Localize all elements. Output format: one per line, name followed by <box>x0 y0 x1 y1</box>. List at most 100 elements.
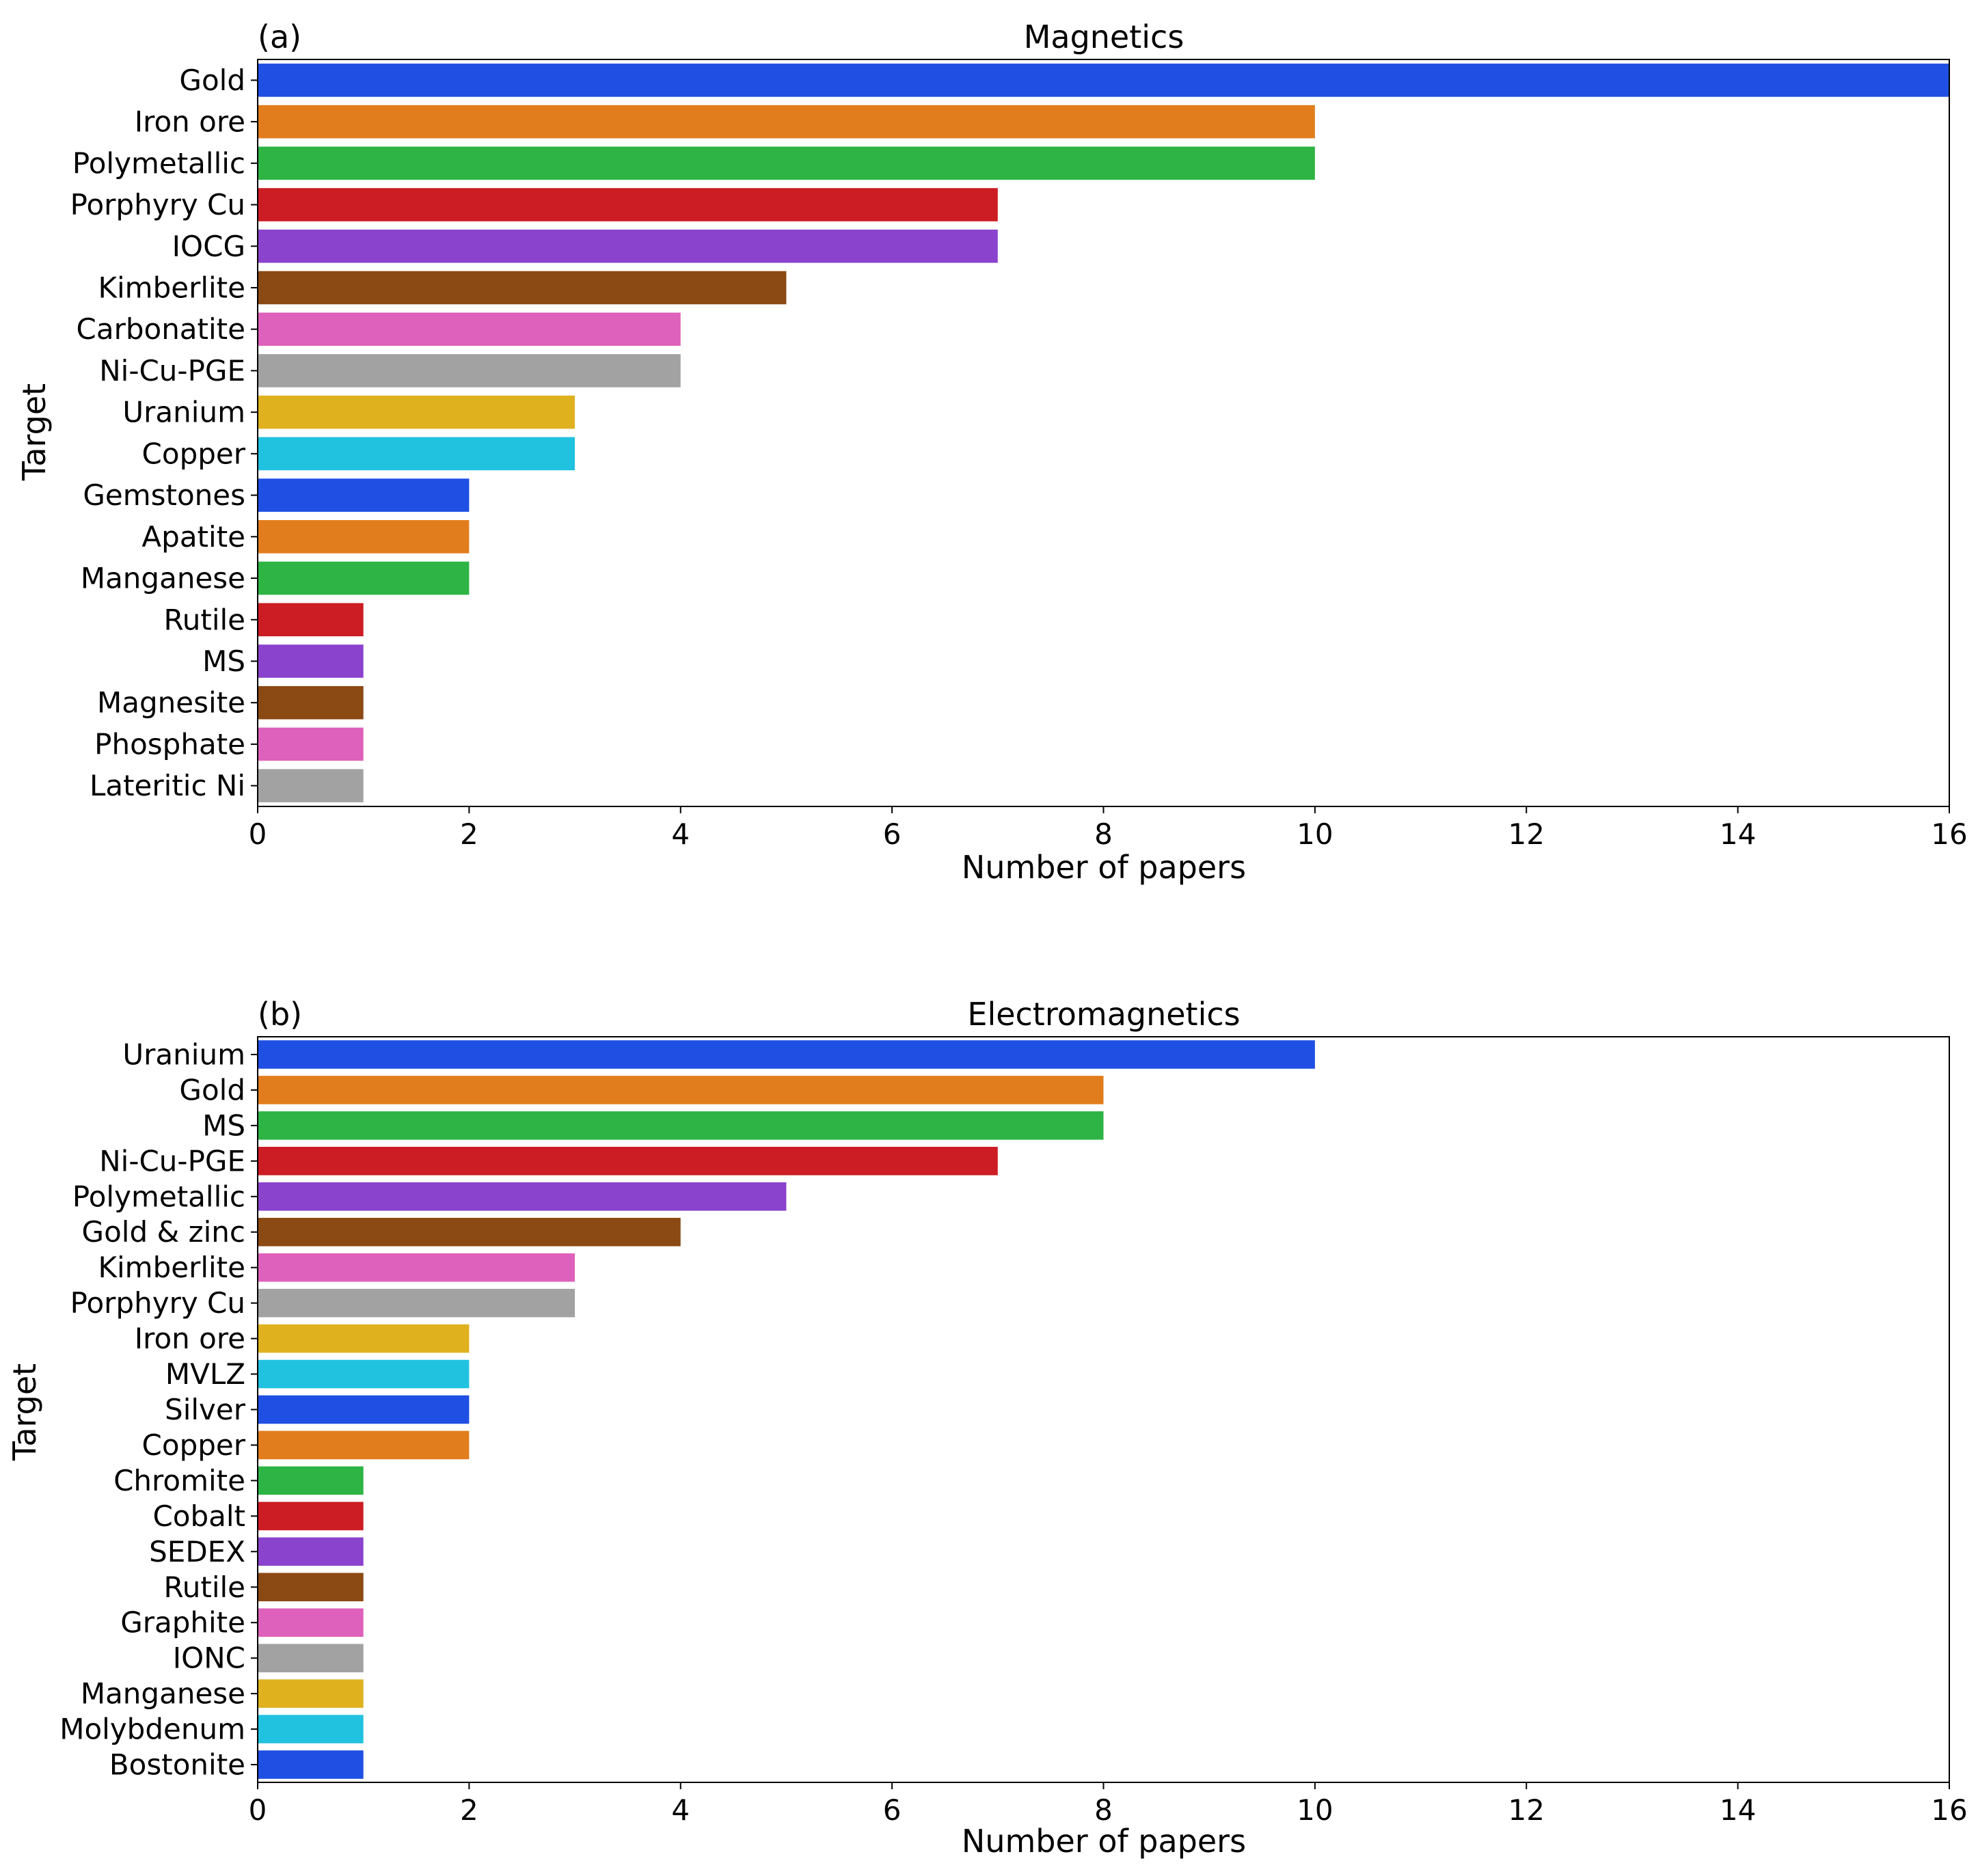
bar <box>258 312 681 346</box>
bar <box>258 603 364 637</box>
bar <box>258 644 364 678</box>
bar <box>258 64 1949 97</box>
panel-magnetics: (a) Magnetics Gold Iron ore Polymetallic Po… <box>16 18 1968 886</box>
y-tick-label: Polymetallic <box>72 146 245 180</box>
x-tick-label: 10 <box>1297 1793 1333 1827</box>
bar <box>258 271 787 305</box>
bar <box>258 1608 364 1637</box>
bar <box>258 727 364 761</box>
bar <box>258 1288 575 1318</box>
y-tick-label: Cobalt <box>152 1499 245 1533</box>
x-tick-label: 4 <box>671 817 690 851</box>
y-tick-label: Porphyry Cu <box>70 1286 245 1320</box>
y-tick-label: Chromite <box>113 1464 245 1497</box>
y-tick-label: IONC <box>173 1642 245 1675</box>
bar <box>258 1324 470 1353</box>
y-tick-label: Gemstones <box>83 478 245 512</box>
x-tick-label: 8 <box>1094 1793 1113 1827</box>
y-tick-label: SEDEX <box>149 1535 245 1568</box>
bar <box>258 146 1315 180</box>
bar <box>258 437 575 471</box>
bar <box>258 188 998 221</box>
y-tick-label: Lateritic Ni <box>90 769 245 802</box>
bar <box>258 229 998 263</box>
x-ticks: 0 2 4 6 8 10 12 14 16 <box>249 1782 1968 1827</box>
y-tick-label: Phosphate <box>94 727 245 761</box>
x-tick-label: 4 <box>671 1793 690 1827</box>
x-tick-label: 16 <box>1931 817 1967 851</box>
x-tick-label: 6 <box>883 817 902 851</box>
bar <box>258 354 681 388</box>
y-tick-label: Carbonatite <box>77 312 246 346</box>
y-tick-label: Bostonite <box>109 1748 245 1782</box>
y-axis-label: Target <box>6 1363 43 1461</box>
x-tick-label: 0 <box>249 817 267 851</box>
y-axis-label: Target <box>16 383 53 481</box>
x-tick-label: 0 <box>249 1793 267 1827</box>
y-tick-label: Polymetallic <box>72 1180 245 1213</box>
bar <box>258 561 470 595</box>
x-tick-label: 2 <box>460 1793 478 1827</box>
bar <box>258 1715 364 1743</box>
y-tick-label: Iron ore <box>135 1322 245 1355</box>
y-tick-label: IOCG <box>172 230 245 263</box>
bar <box>258 395 575 429</box>
bar <box>258 520 470 554</box>
x-axis-label: Number of papers <box>962 1823 1246 1860</box>
bar <box>258 1750 364 1779</box>
y-tick-label: Ni-Cu-PGE <box>99 1144 245 1178</box>
y-tick-label: Rutile <box>163 1571 245 1604</box>
bar <box>258 1466 364 1495</box>
x-tick-label: 2 <box>460 817 478 851</box>
chart-title: Magnetics <box>1024 18 1184 55</box>
bar <box>258 1644 364 1672</box>
bar <box>258 1430 470 1460</box>
y-tick-label: Manganese <box>81 1677 245 1711</box>
y-tick-label: MVLZ <box>165 1357 245 1391</box>
y-tick-label: Iron ore <box>135 105 245 139</box>
bar <box>258 478 470 512</box>
plot-frame <box>257 59 1950 807</box>
x-tick-label: 8 <box>1094 817 1113 851</box>
y-tick-label: Copper <box>142 437 246 470</box>
panel-label: (a) <box>258 18 301 55</box>
bar <box>258 1501 364 1531</box>
bar <box>258 1076 1104 1104</box>
bar <box>258 1679 364 1708</box>
y-tick-label: Magnesite <box>97 686 245 720</box>
x-tick-label: 12 <box>1508 817 1545 851</box>
y-tick-label: Gold & zinc <box>82 1215 245 1249</box>
x-axis-label: Number of papers <box>962 849 1246 886</box>
x-ticks: 0 2 4 6 8 10 12 14 16 <box>249 806 1968 851</box>
bar <box>258 1395 470 1424</box>
y-tick-label: Gold <box>179 1073 245 1106</box>
y-tick-label: Apatite <box>141 520 245 554</box>
y-tick-label: Graphite <box>120 1606 245 1640</box>
bar <box>258 1359 470 1389</box>
bar <box>258 1111 1104 1140</box>
y-tick-label: MS <box>202 1109 245 1142</box>
chart-title: Electromagnetics <box>967 996 1240 1033</box>
bar <box>258 1573 364 1602</box>
x-tick-label: 10 <box>1297 817 1333 851</box>
y-tick-label: Ni-Cu-PGE <box>99 354 245 388</box>
y-tick-label: Uranium <box>122 396 245 429</box>
bar <box>258 1040 1315 1069</box>
bar <box>258 1182 787 1211</box>
bar <box>258 685 364 720</box>
y-tick-label: Kimberlite <box>98 1251 245 1284</box>
plot-frame <box>257 1036 1950 1783</box>
y-tick-label: Gold <box>179 64 245 97</box>
x-tick-label: 14 <box>1720 817 1756 851</box>
bar <box>258 1217 681 1247</box>
y-tick-label: Molybdenum <box>59 1713 245 1746</box>
bar <box>258 1253 575 1282</box>
bar <box>258 105 1315 139</box>
x-tick-label: 12 <box>1508 1793 1545 1827</box>
x-tick-label: 14 <box>1720 1793 1756 1827</box>
x-tick-label: 16 <box>1931 1793 1967 1827</box>
bar <box>258 1537 364 1566</box>
y-tick-label: Uranium <box>122 1037 245 1071</box>
